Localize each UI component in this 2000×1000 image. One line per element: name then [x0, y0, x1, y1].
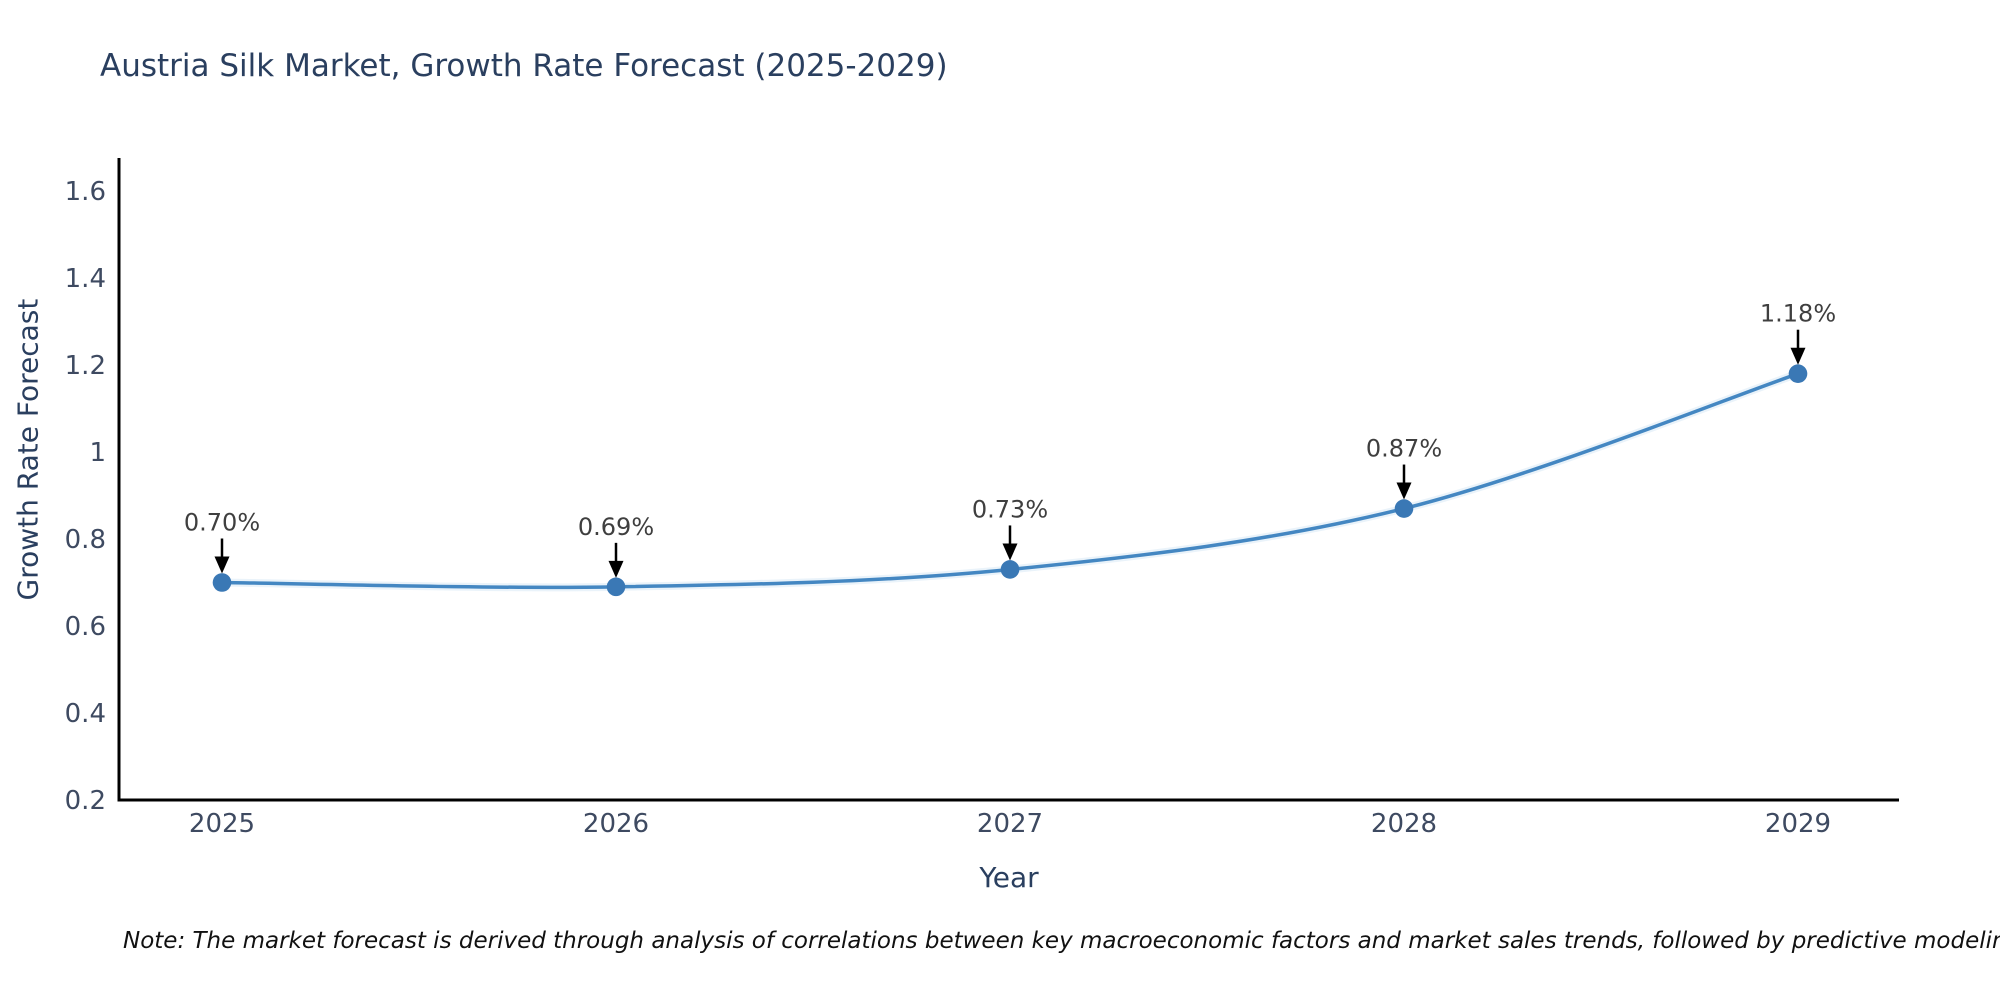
y-tick-label: 0.8	[65, 525, 106, 555]
x-tick-labels: 2025 2026 2027 2028 2029	[189, 809, 1831, 839]
x-axis-title: Year	[979, 861, 1039, 894]
data-point-label: 0.69%	[578, 513, 654, 541]
annotation-arrowhead-icon	[1396, 482, 1412, 500]
data-point-marker	[1394, 499, 1414, 518]
y-tick-label: 0.6	[65, 612, 106, 642]
y-tick-label: 1	[89, 438, 106, 468]
x-tick-label: 2027	[977, 809, 1043, 839]
chart-title: Austria Silk Market, Growth Rate Forecas…	[100, 48, 948, 84]
data-point-label: 0.87%	[1366, 435, 1442, 463]
y-tick-label: 0.2	[65, 786, 106, 816]
x-tick-label: 2026	[583, 809, 649, 839]
data-point-marker	[212, 573, 232, 592]
y-tick-label: 1.4	[65, 264, 106, 294]
footnote: Note: The market forecast is derived thr…	[123, 928, 2000, 954]
annotation-arrowhead-icon	[214, 556, 230, 574]
data-point-label: 0.70%	[184, 509, 260, 537]
annotation-arrowhead-icon	[1002, 543, 1018, 561]
x-tick-label: 2025	[189, 809, 255, 839]
annotation-arrowhead-icon	[1790, 347, 1806, 365]
x-tick-label: 2029	[1765, 809, 1831, 839]
data-point-markers	[212, 364, 1808, 597]
x-tick-label: 2028	[1371, 809, 1437, 839]
data-point-marker	[606, 577, 626, 597]
y-tick-label: 1.6	[65, 177, 106, 207]
data-point-label: 1.18%	[1760, 300, 1836, 328]
data-annotations: 0.70% 0.69% 0.73% 0.87% 1.18%	[184, 300, 1836, 578]
annotation-arrowhead-icon	[608, 560, 624, 578]
y-tick-labels: 1.6 1.4 1.2 1 0.8 0.6 0.4 0.2	[65, 177, 106, 816]
data-point-marker	[1788, 364, 1808, 384]
y-tick-label: 0.4	[65, 699, 106, 729]
y-axis-title: Growth Rate Forecast	[11, 298, 45, 601]
data-point-marker	[1000, 560, 1020, 579]
y-tick-label: 1.2	[65, 351, 106, 381]
data-point-label: 0.73%	[972, 495, 1048, 523]
